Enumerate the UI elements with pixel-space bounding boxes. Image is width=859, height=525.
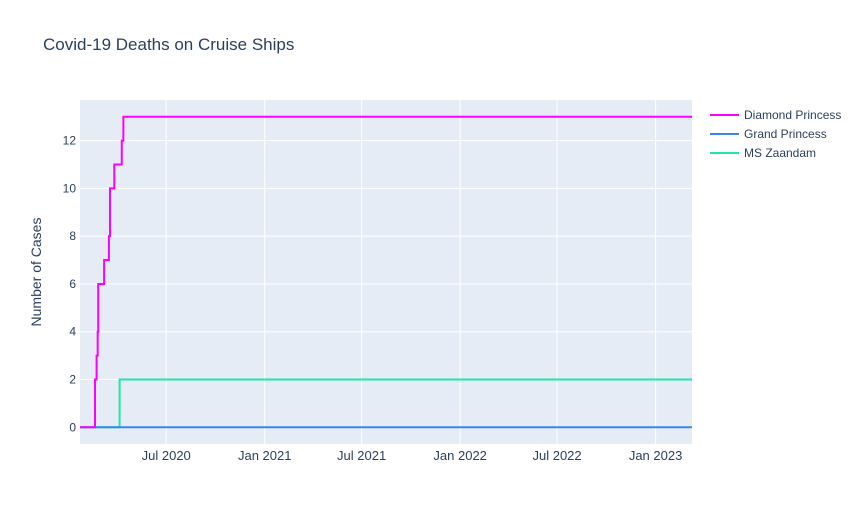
y-tick-label: 0: [69, 420, 76, 434]
y-tick-label: 12: [63, 134, 77, 148]
x-tick-label: Jul 2020: [142, 448, 191, 463]
x-tick-label: Jan 2021: [238, 448, 292, 463]
x-tick-label: Jan 2023: [629, 448, 683, 463]
legend-label: Grand Princess: [744, 127, 827, 141]
x-tick-label: Jul 2022: [532, 448, 581, 463]
y-tick-label: 8: [69, 229, 76, 243]
series-lines: [80, 115, 692, 429]
y-axis-title: Number of Cases: [28, 218, 44, 327]
y-axis-ticks: 0 2 4 6 8 10 12: [63, 134, 77, 435]
x-axis-ticks: Jul 2020 Jan 2021 Jul 2021 Jan 2022 Jul 2022…: [142, 448, 683, 463]
plot-area: [80, 100, 692, 444]
legend[interactable]: Diamond Princess Grand Princess MS Zaandam: [710, 108, 841, 160]
series-line-diamond-princess: [80, 115, 692, 429]
legend-item-diamond-princess[interactable]: Diamond Princess: [710, 108, 841, 122]
y-tick-label: 10: [63, 181, 77, 195]
legend-label: MS Zaandam: [744, 146, 816, 160]
x-tick-label: Jul 2021: [337, 448, 386, 463]
y-tick-label: 4: [69, 325, 76, 339]
x-tick-label: Jan 2022: [433, 448, 487, 463]
y-tick-label: 2: [69, 373, 76, 387]
legend-item-ms-zaandam[interactable]: MS Zaandam: [710, 146, 816, 160]
legend-item-grand-princess[interactable]: Grand Princess: [710, 127, 827, 141]
y-tick-label: 6: [69, 277, 76, 291]
legend-label: Diamond Princess: [744, 108, 841, 122]
chart-title: Covid-19 Deaths on Cruise Ships: [43, 35, 294, 54]
